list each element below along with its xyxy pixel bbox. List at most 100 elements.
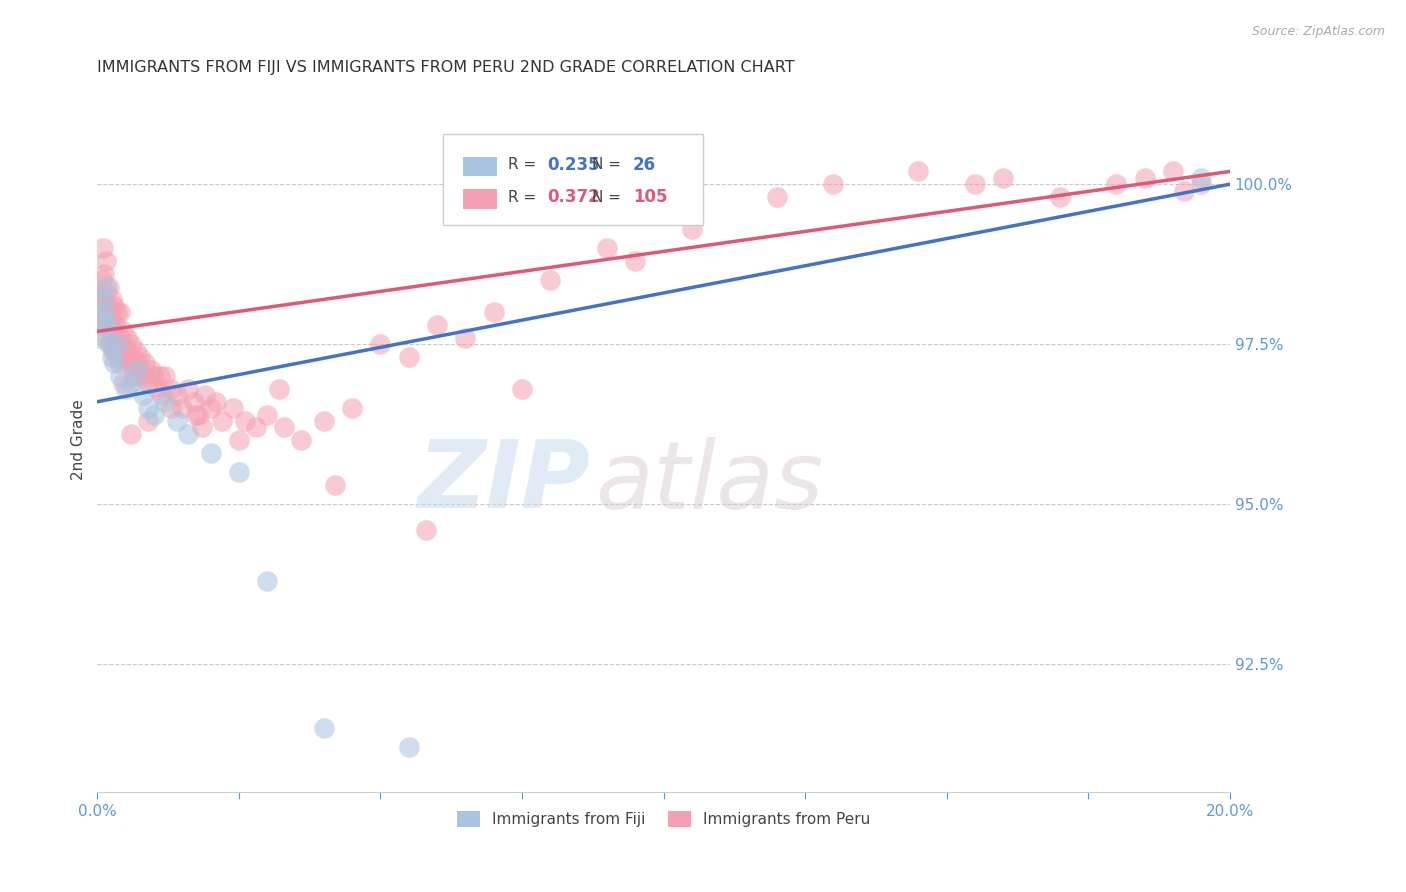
Point bbox=[117, 343, 139, 358]
Point bbox=[120, 376, 142, 390]
Point bbox=[90, 311, 112, 326]
Point bbox=[108, 369, 131, 384]
Point bbox=[765, 190, 787, 204]
Point bbox=[110, 343, 132, 358]
Point bbox=[122, 363, 145, 377]
Point bbox=[100, 350, 122, 364]
Point bbox=[112, 337, 135, 351]
Point bbox=[398, 350, 420, 364]
Point bbox=[125, 363, 148, 377]
Point bbox=[115, 331, 138, 345]
Point bbox=[103, 299, 125, 313]
Point bbox=[340, 401, 363, 416]
Point bbox=[1189, 178, 1212, 192]
Text: 0.235: 0.235 bbox=[547, 156, 599, 174]
Point bbox=[96, 299, 118, 313]
Point bbox=[256, 574, 278, 588]
Point bbox=[108, 350, 131, 364]
Point bbox=[100, 293, 122, 307]
Point bbox=[152, 388, 174, 402]
Point bbox=[290, 433, 312, 447]
Point bbox=[191, 420, 214, 434]
Text: 105: 105 bbox=[633, 188, 668, 206]
Point bbox=[228, 465, 250, 479]
Point bbox=[907, 164, 929, 178]
Point bbox=[155, 369, 177, 384]
Point bbox=[1161, 164, 1184, 178]
Point bbox=[96, 318, 118, 332]
Point bbox=[194, 388, 217, 402]
Point bbox=[143, 369, 166, 384]
Y-axis label: 2nd Grade: 2nd Grade bbox=[72, 400, 86, 481]
Point bbox=[108, 331, 131, 345]
Point bbox=[96, 331, 118, 345]
Text: 0.372: 0.372 bbox=[547, 188, 599, 206]
Point bbox=[963, 178, 986, 192]
Point bbox=[160, 401, 183, 416]
Point bbox=[103, 311, 125, 326]
Point bbox=[200, 401, 222, 416]
Point bbox=[100, 324, 122, 338]
Point bbox=[91, 293, 114, 307]
Point bbox=[166, 388, 188, 402]
Point bbox=[177, 426, 200, 441]
Point bbox=[233, 414, 256, 428]
Point bbox=[125, 343, 148, 358]
Point bbox=[90, 318, 112, 332]
Point bbox=[510, 382, 533, 396]
Point bbox=[121, 350, 143, 364]
Point bbox=[104, 343, 127, 358]
Point bbox=[91, 241, 114, 255]
Point bbox=[93, 305, 115, 319]
Point bbox=[134, 356, 156, 370]
Text: IMMIGRANTS FROM FIJI VS IMMIGRANTS FROM PERU 2ND GRADE CORRELATION CHART: IMMIGRANTS FROM FIJI VS IMMIGRANTS FROM … bbox=[97, 60, 794, 75]
Point bbox=[323, 478, 346, 492]
FancyBboxPatch shape bbox=[443, 134, 703, 226]
Point bbox=[146, 382, 169, 396]
Point bbox=[120, 356, 142, 370]
Point bbox=[103, 331, 125, 345]
Point bbox=[87, 305, 110, 319]
Point bbox=[993, 170, 1015, 185]
Text: R =: R = bbox=[509, 158, 541, 172]
Point bbox=[131, 369, 153, 384]
FancyBboxPatch shape bbox=[463, 156, 498, 177]
Point bbox=[267, 382, 290, 396]
Text: N =: N = bbox=[592, 158, 626, 172]
Point bbox=[89, 285, 111, 300]
Point bbox=[89, 331, 111, 345]
Point bbox=[94, 279, 117, 293]
Point bbox=[1189, 170, 1212, 185]
Point bbox=[177, 382, 200, 396]
Point bbox=[103, 356, 125, 370]
Point bbox=[136, 401, 159, 416]
Text: ZIP: ZIP bbox=[418, 436, 591, 528]
Point bbox=[149, 369, 172, 384]
Point bbox=[131, 388, 153, 402]
FancyBboxPatch shape bbox=[463, 189, 498, 209]
Point bbox=[186, 408, 208, 422]
Point bbox=[117, 350, 139, 364]
Point bbox=[205, 394, 228, 409]
Point bbox=[111, 324, 134, 338]
Text: R =: R = bbox=[509, 190, 541, 205]
Point bbox=[120, 337, 142, 351]
Point bbox=[312, 414, 335, 428]
Point bbox=[97, 279, 120, 293]
Point bbox=[681, 222, 703, 236]
Point bbox=[143, 408, 166, 422]
Point bbox=[105, 337, 128, 351]
Point bbox=[120, 426, 142, 441]
Point bbox=[183, 394, 205, 409]
Point bbox=[111, 376, 134, 390]
Point bbox=[101, 343, 124, 358]
Point bbox=[97, 337, 120, 351]
Point bbox=[454, 331, 477, 345]
Point bbox=[624, 254, 647, 268]
Text: 26: 26 bbox=[633, 156, 657, 174]
Point bbox=[273, 420, 295, 434]
Point bbox=[94, 254, 117, 268]
Point bbox=[245, 420, 267, 434]
Point bbox=[136, 414, 159, 428]
Point bbox=[222, 401, 245, 416]
